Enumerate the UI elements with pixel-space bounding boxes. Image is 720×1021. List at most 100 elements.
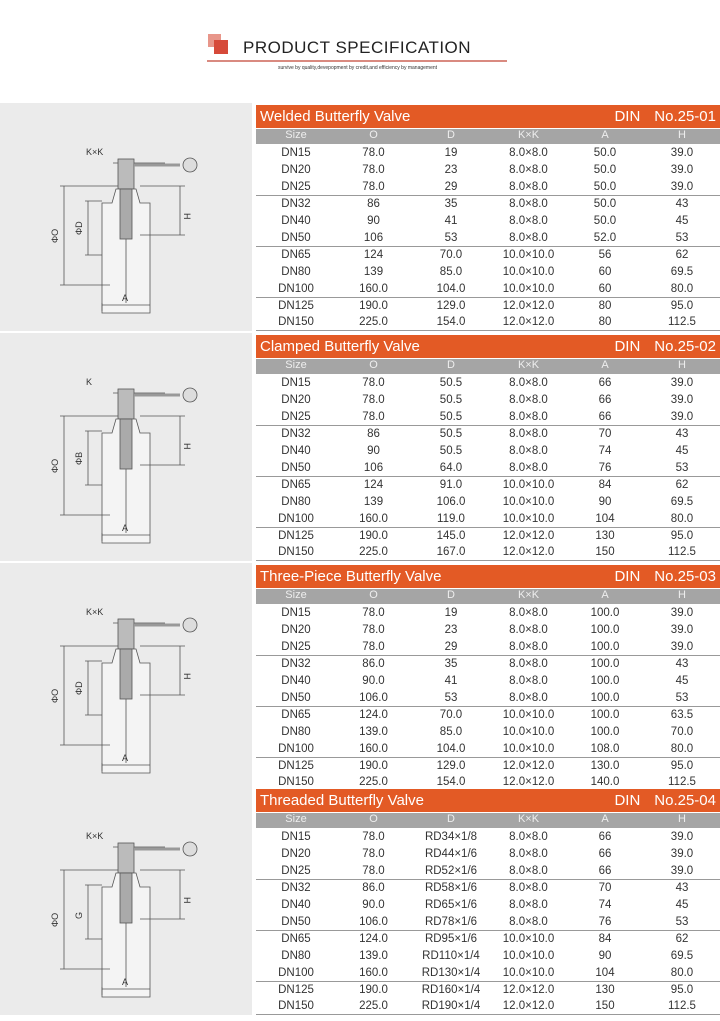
table-row: DN50 106 64.0 8.0×8.0 76 53: [256, 459, 720, 476]
table-cell: 100.0: [590, 640, 620, 653]
table-row: DN125 190.0 RD160×1/4 12.0×12.0 130 95.0: [256, 981, 720, 998]
table-cell: DN125: [278, 760, 314, 772]
column-header: D: [447, 813, 455, 825]
table-cell: RD58×1/6: [424, 882, 478, 894]
table-cell: 50.0: [593, 146, 617, 159]
dim-h-label: H: [182, 213, 192, 220]
table-cell: 10.0×10.0: [502, 966, 555, 979]
table-cell: 50.5: [439, 410, 463, 423]
standard-label: DIN: [614, 568, 641, 585]
valve-drawing: K×K ΦO G H A: [0, 787, 252, 1015]
table-cell: RD160×1/4: [421, 984, 481, 996]
column-header: O: [369, 589, 378, 601]
table-cell: 29: [444, 640, 458, 653]
table-cell: 150: [595, 546, 615, 558]
table-cell: 8.0×8.0: [509, 658, 548, 670]
table-cell: 8.0×8.0: [509, 180, 548, 193]
column-header: K×K: [517, 129, 540, 141]
table-cell: 39.0: [670, 830, 694, 843]
table-cell: 50.0: [593, 163, 617, 176]
table-cell: 95.0: [670, 760, 694, 772]
table-cell: DN20: [281, 393, 311, 406]
valve-schematic: K×K ΦO G H A: [50, 831, 198, 998]
table-cell: 78.0: [362, 847, 385, 860]
dim-o-label: ΦO: [50, 689, 60, 703]
table-cell: DN32: [281, 198, 311, 210]
table-cell: DN25: [281, 410, 311, 423]
table-cell: DN32: [281, 658, 311, 670]
model-number: No.25-03: [654, 568, 716, 585]
table-cell: 52.0: [593, 231, 617, 244]
table-cell: 8.0×8.0: [509, 410, 548, 423]
table-cell: 90: [598, 949, 612, 962]
table-row: DN25 78.0 50.5 8.0×8.0 66 39.0: [256, 408, 720, 425]
table-cell: DN125: [278, 530, 314, 542]
table-cell: DN40: [281, 444, 311, 457]
table-cell: 104.0: [436, 742, 466, 755]
table-cell: 39.0: [670, 623, 694, 636]
table-cell: 130.0: [590, 760, 620, 772]
table-cell: 50.0: [593, 214, 617, 227]
table-cell: 8.0×8.0: [509, 691, 548, 704]
table-cell: 10.0×10.0: [502, 479, 555, 491]
table-row: DN15 78.0 19 8.0×8.0 50.0 39.0: [256, 144, 720, 161]
dim-k-label: K×K: [86, 831, 103, 841]
table-cell: 190.0: [359, 530, 388, 542]
table-cell: DN20: [281, 623, 311, 636]
table-cell: DN150: [278, 776, 314, 788]
table-cell: DN32: [281, 882, 311, 894]
table-cell: 8.0×8.0: [509, 606, 548, 619]
table-cell: 43: [675, 198, 689, 210]
table-cell: 225.0: [359, 316, 388, 328]
dim-k-label: K×K: [86, 607, 103, 617]
dim-d-label: G: [74, 912, 84, 919]
table-cell: 130: [595, 984, 615, 996]
table-cell: 43: [675, 658, 689, 670]
table-row: DN100 160.0 RD130×1/4 10.0×10.0 104 80.0: [256, 964, 720, 981]
column-header: A: [601, 813, 609, 825]
table-cell: 91.0: [439, 479, 463, 491]
table-cell: 70.0: [439, 709, 463, 721]
page-header: PRODUCT SPECIFICATION survive by quality…: [205, 32, 510, 77]
table-cell: 39.0: [670, 376, 694, 389]
column-header: O: [369, 129, 378, 141]
table-cell: 8.0×8.0: [509, 461, 548, 474]
table-cell: 10.0×10.0: [502, 249, 555, 261]
table-cell: 145.0: [436, 530, 466, 542]
page-title: PRODUCT SPECIFICATION: [243, 38, 472, 57]
table-cell: 160.0: [359, 512, 388, 525]
table-cell: 80.0: [670, 282, 694, 295]
table-cell: 66: [598, 376, 612, 389]
table-row: DN125 190.0 145.0 12.0×12.0 130 95.0: [256, 527, 720, 544]
table-cell: 85.0: [439, 725, 463, 738]
dim-a-label: A: [122, 977, 128, 987]
table-cell: 53: [444, 231, 458, 244]
table-cell: 45: [675, 674, 689, 687]
table-cell: 10.0×10.0: [502, 725, 555, 738]
table-cell: 190.0: [359, 984, 388, 996]
table-cell: 66: [598, 393, 612, 406]
table-cell: 78.0: [362, 376, 385, 389]
table-cell: 86: [367, 428, 380, 440]
table-cell: 124.0: [359, 709, 388, 721]
table-cell: 50.5: [439, 393, 463, 406]
table-cell: 12.0×12.0: [502, 984, 555, 996]
table-row: DN65 124.0 70.0 10.0×10.0 100.0 63.5: [256, 706, 720, 723]
table-cell: 8.0×8.0: [509, 640, 548, 653]
standard-label: DIN: [614, 338, 641, 355]
table-cell: 95.0: [670, 530, 694, 542]
table-cell: DN50: [281, 461, 311, 474]
table-cell: 80.0: [670, 742, 694, 755]
table-cell: 139.0: [359, 725, 388, 738]
table-cell: 80: [598, 300, 612, 312]
column-header: H: [678, 813, 686, 825]
table-row: DN150 225.0 167.0 12.0×12.0 150 112.5: [256, 544, 720, 561]
table-row: DN65 124.0 RD95×1/6 10.0×10.0 84 62: [256, 930, 720, 947]
table-row: DN125 190.0 129.0 12.0×12.0 80 95.0: [256, 297, 720, 314]
column-header: K×K: [517, 813, 540, 825]
table-header: Size O D K×K A H: [256, 589, 720, 604]
table-row: DN25 78.0 RD52×1/6 8.0×8.0 66 39.0: [256, 862, 720, 879]
dim-o-label: ΦO: [50, 229, 60, 243]
table-row: DN15 78.0 50.5 8.0×8.0 66 39.0: [256, 374, 720, 391]
table-cell: 76: [598, 461, 612, 474]
